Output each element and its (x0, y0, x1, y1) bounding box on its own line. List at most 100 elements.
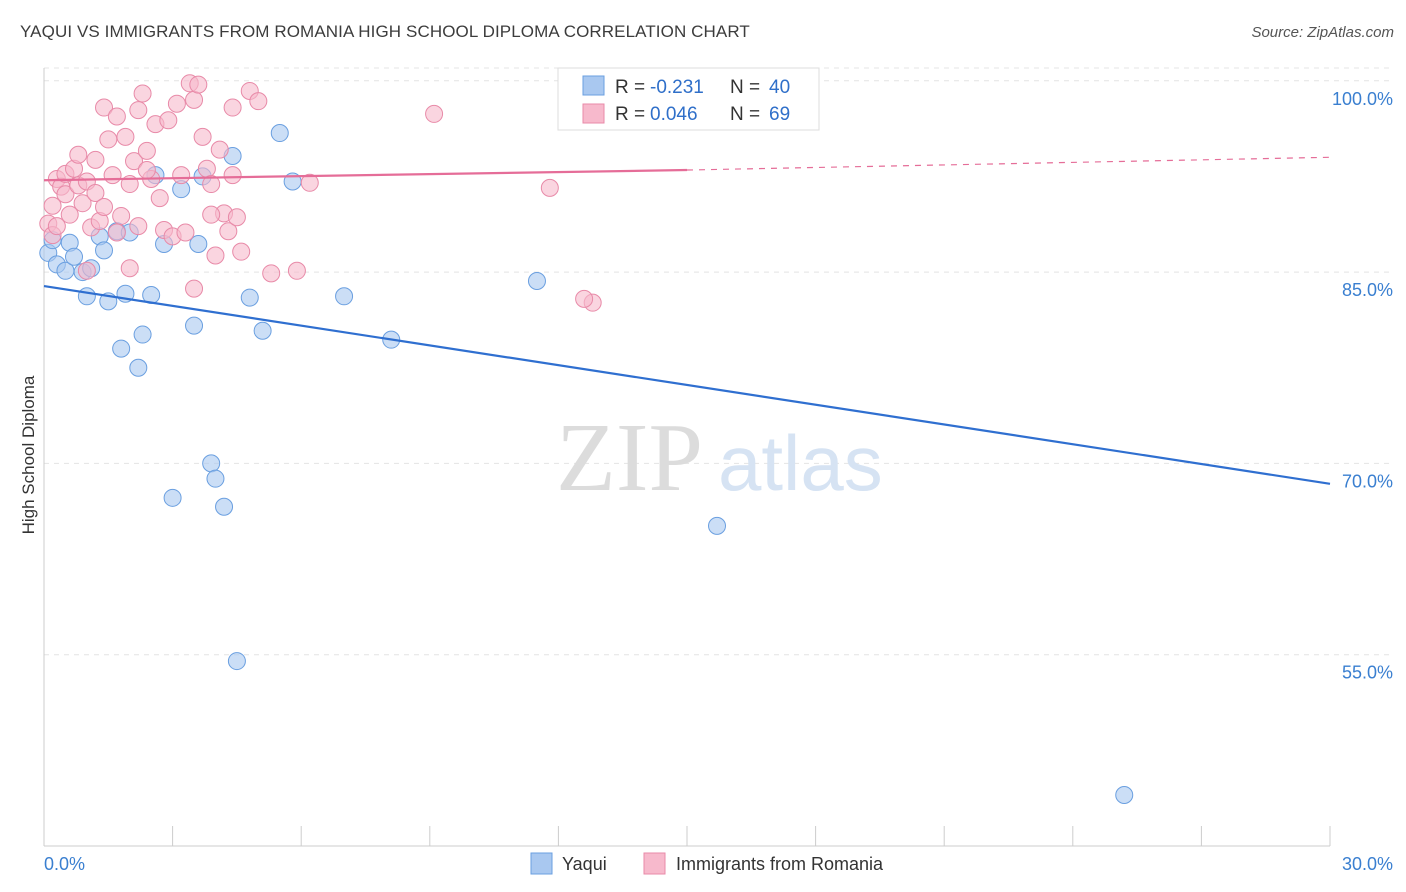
trend-line-romania-extension (686, 156, 1331, 171)
y-tick-label: 70.0% (1342, 471, 1393, 491)
point-romania (43, 196, 62, 215)
point-romania (540, 178, 559, 197)
point-yaqui (112, 339, 131, 358)
grid-lines (44, 67, 1390, 656)
point-romania (116, 127, 135, 146)
point-romania (172, 166, 191, 185)
point-romania (193, 127, 212, 146)
point-romania (99, 130, 118, 149)
point-romania (425, 104, 444, 123)
trend-line-yaqui (43, 285, 1331, 485)
legend-n-label-1: N = (730, 77, 760, 98)
y-tick-label: 85.0% (1342, 280, 1393, 300)
point-yaqui (202, 454, 221, 473)
point-romania (86, 150, 105, 169)
point-romania (129, 101, 148, 120)
point-romania (202, 175, 221, 194)
legend-r-label-2: R = (615, 104, 645, 125)
point-romania (137, 161, 156, 180)
point-romania (133, 84, 152, 103)
point-romania (120, 259, 139, 278)
y-tick-label: 100.0% (1332, 89, 1393, 109)
point-yaqui (95, 241, 114, 260)
point-yaqui (133, 325, 152, 344)
point-romania (107, 223, 126, 242)
bottom-legend-swatch-romania (643, 852, 666, 875)
point-yaqui (240, 288, 259, 307)
point-yaqui (335, 287, 354, 306)
point-romania (206, 246, 225, 265)
point-romania (95, 198, 114, 217)
point-romania (202, 205, 221, 224)
point-romania (56, 185, 75, 204)
point-yaqui (206, 469, 225, 488)
point-romania (73, 194, 92, 213)
point-yaqui (253, 321, 272, 340)
point-yaqui (65, 247, 84, 266)
point-romania (227, 208, 246, 227)
point-romania (47, 217, 66, 236)
point-yaqui (129, 358, 148, 377)
y-tick-labels: 55.0% 70.0% 85.0% 100.0% (1332, 89, 1393, 683)
point-romania (107, 107, 126, 126)
point-romania (112, 206, 131, 225)
point-romania (60, 205, 79, 224)
bottom-legend-label-yaqui: Yaqui (562, 854, 607, 874)
point-yaqui (1115, 785, 1134, 804)
point-romania (176, 223, 195, 242)
point-romania (86, 183, 105, 202)
point-romania (197, 159, 216, 178)
point-romania (262, 264, 281, 283)
watermark-zip: ZIP (556, 404, 703, 512)
legend-swatch-romania (582, 103, 605, 124)
watermark-atlas: atlas (718, 419, 883, 507)
point-yaqui (215, 497, 234, 516)
trend-line-romania (43, 168, 688, 182)
legend-n-label-2: N = (730, 104, 760, 125)
legend: R = -0.231 N = 40 R = 0.046 N = 69 (557, 67, 820, 131)
bottom-legend-swatch-yaqui (530, 852, 553, 875)
point-yaqui (270, 124, 289, 143)
point-yaqui (227, 652, 246, 671)
point-yaqui (708, 516, 727, 535)
point-yaqui (77, 287, 96, 306)
point-romania (249, 92, 268, 111)
point-romania (219, 222, 238, 241)
legend-n-value-1: 40 (769, 77, 790, 98)
point-yaqui (163, 488, 182, 507)
point-romania (232, 242, 251, 261)
x-tick-label-min: 0.0% (44, 854, 85, 874)
point-romania (223, 166, 242, 185)
legend-r-value-2: 0.046 (650, 104, 698, 125)
point-romania (95, 98, 114, 117)
point-yaqui (189, 235, 208, 254)
point-romania (575, 289, 594, 308)
legend-swatch-yaqui (582, 75, 605, 96)
point-romania (185, 90, 204, 109)
chart-title: YAQUI VS IMMIGRANTS FROM ROMANIA HIGH SC… (20, 22, 750, 41)
point-romania (137, 141, 156, 160)
point-romania (125, 152, 144, 171)
point-romania (223, 98, 242, 117)
data-points (39, 74, 1134, 804)
axes (43, 68, 1331, 847)
point-romania (167, 94, 186, 113)
point-yaqui (527, 271, 546, 290)
point-romania (150, 189, 169, 208)
watermark: ZIP atlas (556, 404, 883, 512)
y-axis-label: High School Diploma (19, 375, 38, 534)
point-romania (103, 166, 122, 185)
point-romania (210, 140, 229, 159)
legend-r-value-1: -0.231 (650, 77, 704, 98)
trend-lines (43, 156, 1331, 485)
point-romania (69, 145, 88, 164)
x-tick-label-max: 30.0% (1342, 854, 1393, 874)
y-tick-label: 55.0% (1342, 663, 1393, 683)
bottom-legend-label-romania: Immigrants from Romania (676, 854, 884, 874)
point-romania (77, 261, 96, 280)
point-romania (300, 173, 319, 192)
legend-n-value-2: 69 (769, 104, 790, 125)
point-romania (189, 75, 208, 94)
point-romania (159, 111, 178, 130)
